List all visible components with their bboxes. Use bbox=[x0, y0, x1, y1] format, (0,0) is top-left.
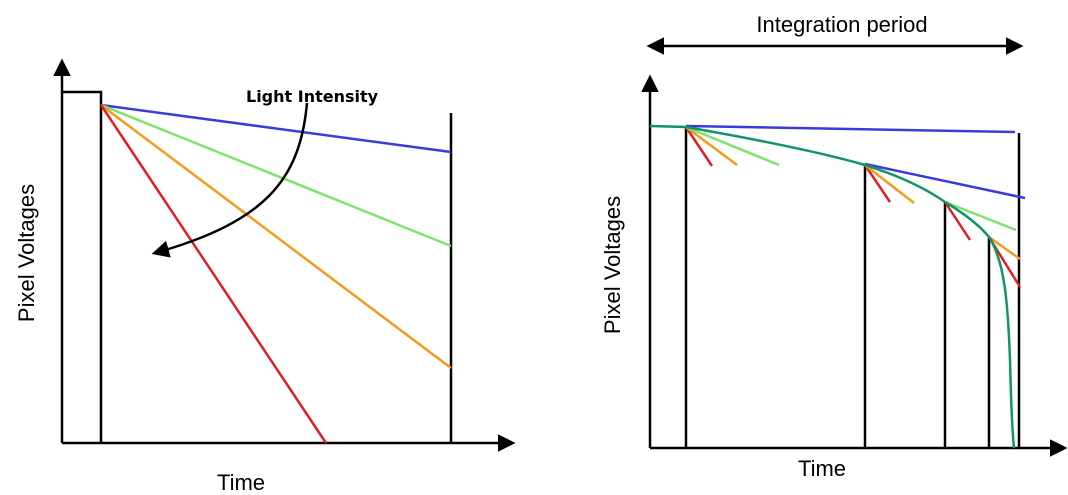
branch-2-orange bbox=[864, 164, 915, 204]
left-line-red bbox=[99, 104, 328, 444]
light-intensity-label: Light Intensity bbox=[246, 87, 379, 106]
branch-2-red bbox=[863, 164, 892, 203]
right-diagram: Integration period Pixel Voltages Time bbox=[600, 12, 1068, 481]
light-intensity-arrow bbox=[151, 102, 309, 258]
left-reset-pulse bbox=[62, 90, 103, 443]
branch-1-red bbox=[684, 126, 714, 167]
left-line-orange bbox=[100, 104, 452, 369]
branch-1-orange bbox=[685, 125, 738, 167]
right-envelope-curve bbox=[649, 124, 1016, 449]
branch-4-orange bbox=[988, 235, 1021, 261]
right-line-blue-top bbox=[685, 124, 1016, 134]
branch-3-red bbox=[943, 201, 972, 241]
branch-3-green bbox=[944, 200, 1017, 232]
left-x-axis-label: Time bbox=[217, 470, 265, 495]
right-x-axis-label: Time bbox=[798, 456, 846, 481]
branch-1-green bbox=[685, 125, 780, 167]
left-line-green bbox=[100, 103, 452, 248]
integration-period-label: Integration period bbox=[756, 12, 927, 37]
left-line-blue bbox=[100, 103, 452, 154]
left-y-axis-label: Pixel Voltages bbox=[14, 184, 39, 322]
right-line-blue-mid bbox=[864, 162, 1026, 200]
right-y-axis-label: Pixel Voltages bbox=[600, 196, 625, 334]
left-diagram: Light Intensity Pixel Voltages Time bbox=[14, 58, 516, 495]
